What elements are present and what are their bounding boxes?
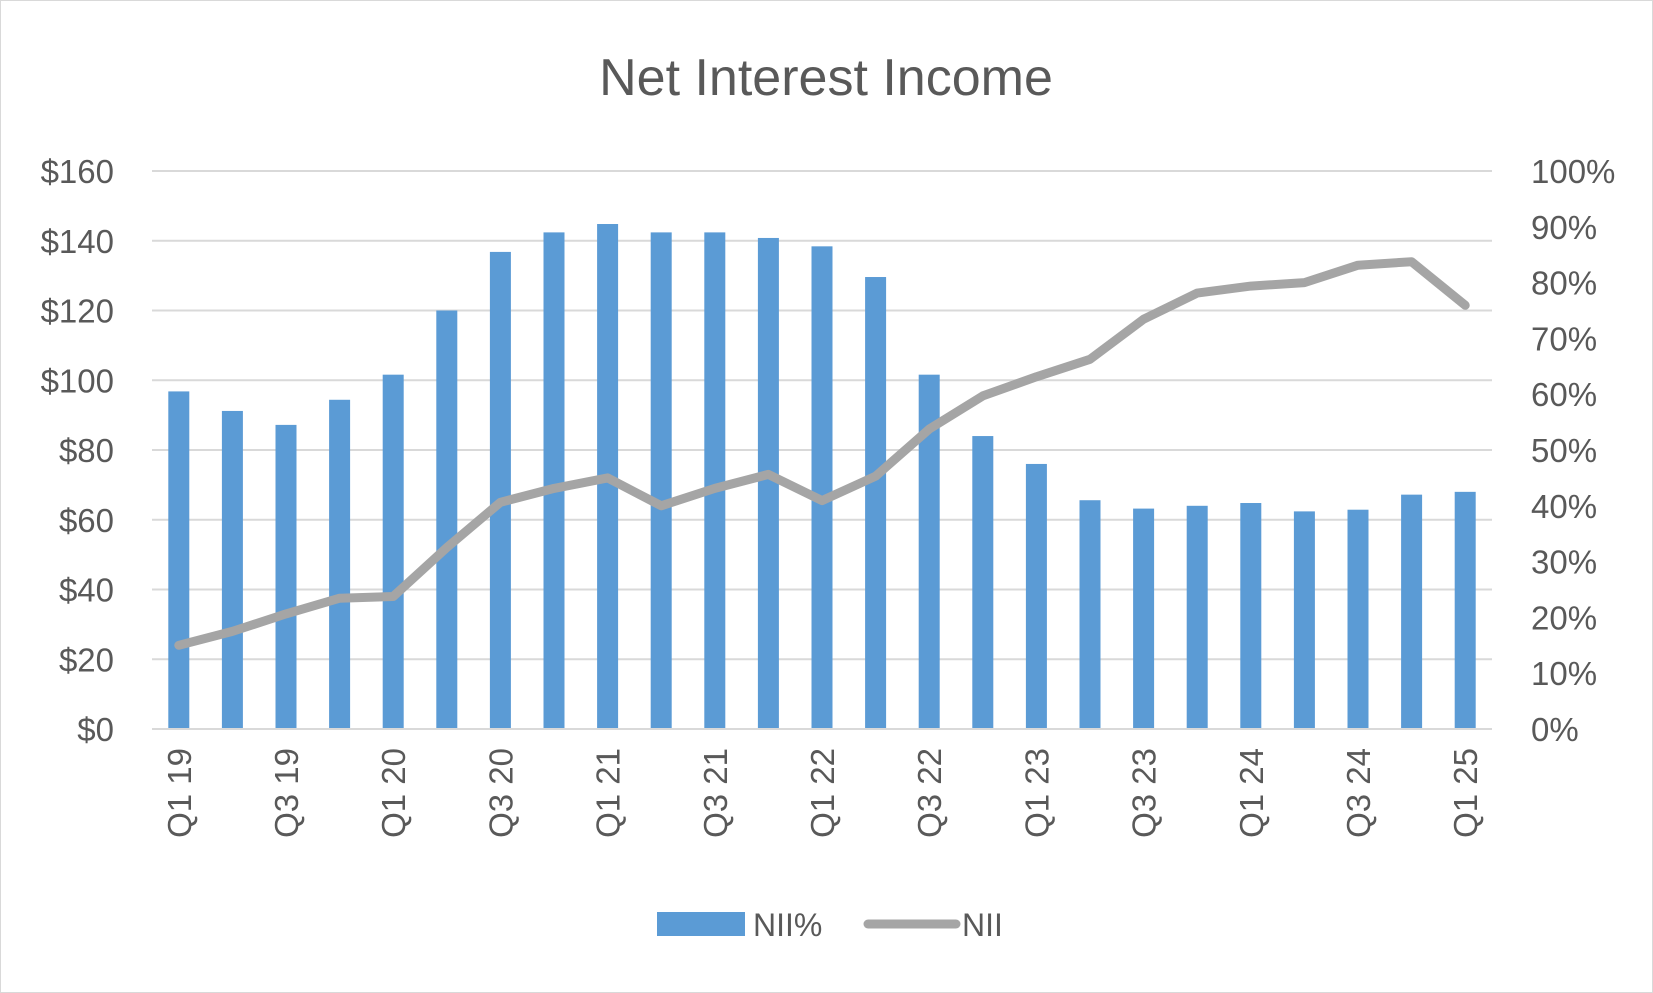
x-tick-label-18: Q3 23 <box>1126 748 1163 838</box>
left-tick-label-5: $100 <box>41 362 114 399</box>
bar-15 <box>972 436 994 729</box>
left-tick-label-4: $80 <box>59 432 114 469</box>
bar-22 <box>1347 509 1369 729</box>
left-tick-label-0: $0 <box>77 711 114 748</box>
x-tick-label-6: Q3 20 <box>482 748 519 838</box>
legend-label-line: NII <box>962 907 1003 943</box>
bar-6 <box>489 251 511 729</box>
right-axis: 0% 10% 20% 30% 40% 50% 60% 70% 80% 90% 100% <box>1531 153 1615 748</box>
left-tick-label-3: $60 <box>59 502 114 539</box>
line-series <box>174 257 1470 650</box>
left-tick-label-8: $160 <box>41 153 114 190</box>
right-tick-label-6: 60% <box>1531 376 1597 413</box>
bar-series <box>168 224 1476 729</box>
x-tick-label-20: Q1 24 <box>1233 748 1270 838</box>
bar-2 <box>275 424 297 729</box>
bar-0 <box>168 391 190 729</box>
bar-9 <box>650 232 672 729</box>
right-tick-label-7: 70% <box>1531 320 1597 357</box>
right-tick-label-5: 50% <box>1531 432 1597 469</box>
left-tick-label-7: $140 <box>41 223 114 260</box>
left-axis: $0 $20 $40 $60 $80 $100 $120 $140 $160 <box>41 153 114 748</box>
x-tick-label-4: Q1 20 <box>375 748 412 838</box>
right-tick-label-9: 90% <box>1531 209 1597 246</box>
nii-line <box>174 257 1470 650</box>
bar-24 <box>1454 491 1476 729</box>
chart-title: Net Interest Income <box>599 49 1053 107</box>
legend-swatch-bar <box>657 912 745 936</box>
legend-label-bar: NII% <box>753 907 822 943</box>
x-tick-label-10: Q3 21 <box>697 748 734 838</box>
bar-20 <box>1240 503 1262 729</box>
bar-14 <box>918 374 940 729</box>
bar-4 <box>382 374 404 729</box>
bar-23 <box>1401 494 1423 729</box>
bar-21 <box>1293 511 1315 729</box>
right-tick-label-0: 0% <box>1531 711 1579 748</box>
bar-19 <box>1186 505 1208 729</box>
x-tick-label-24: Q1 25 <box>1447 748 1484 838</box>
bar-18 <box>1133 508 1155 729</box>
x-tick-label-16: Q1 23 <box>1018 748 1055 838</box>
x-tick-label-14: Q3 22 <box>911 748 948 838</box>
left-tick-label-1: $20 <box>59 641 114 678</box>
bar-5 <box>436 310 458 729</box>
x-tick-label-8: Q1 21 <box>590 748 627 838</box>
right-tick-label-3: 30% <box>1531 544 1597 581</box>
bar-17 <box>1079 500 1101 729</box>
bar-12 <box>811 246 833 729</box>
x-tick-label-0: Q1 19 <box>161 748 198 838</box>
left-tick-label-6: $120 <box>41 293 114 330</box>
bar-13 <box>865 277 887 729</box>
right-tick-label-10: 100% <box>1531 153 1615 190</box>
bar-11 <box>757 237 779 729</box>
x-tick-label-22: Q3 24 <box>1340 748 1377 838</box>
legend: NII% NII <box>657 907 1003 943</box>
bar-16 <box>1025 463 1047 729</box>
left-tick-label-2: $40 <box>59 572 114 609</box>
bar-10 <box>704 232 726 729</box>
x-tick-label-2: Q3 19 <box>268 748 305 838</box>
right-tick-label-8: 80% <box>1531 265 1597 302</box>
bar-3 <box>329 399 351 729</box>
x-axis: Q1 19 Q3 19 Q1 20 Q3 20 Q1 21 Q3 21 Q1 22 Q3 22… <box>152 728 1492 838</box>
right-tick-label-2: 20% <box>1531 599 1597 636</box>
right-tick-label-4: 40% <box>1531 488 1597 525</box>
x-tick-label-12: Q1 22 <box>804 748 841 838</box>
right-tick-label-1: 10% <box>1531 655 1597 692</box>
bar-1 <box>221 410 243 729</box>
bar-7 <box>543 232 565 729</box>
